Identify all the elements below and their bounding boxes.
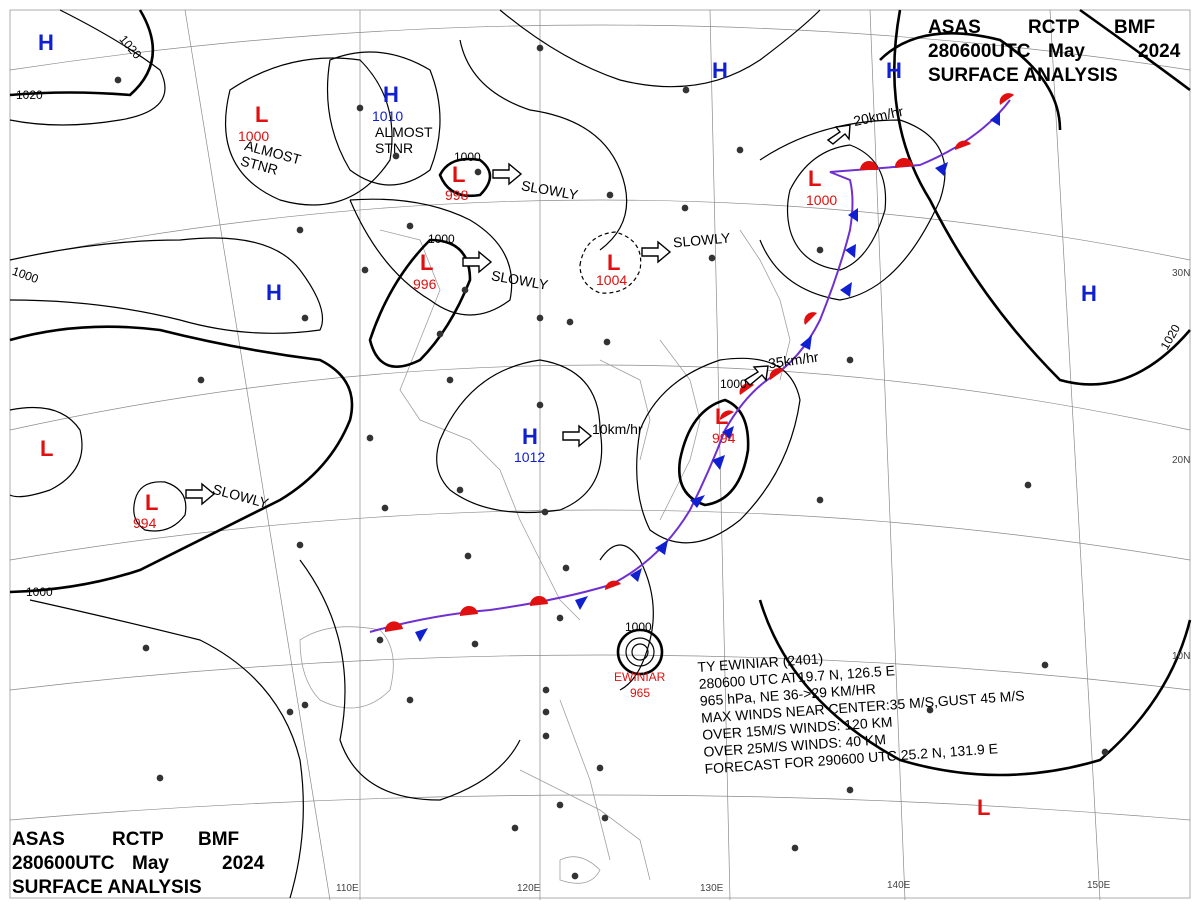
header-code: BMF <box>198 829 240 850</box>
high-center-pressure: 1012 <box>514 449 546 465</box>
typhoon-pressure: 965 <box>630 686 651 700</box>
header-year: 2024 <box>1138 41 1181 62</box>
header-time: 280600UTC <box>928 41 1031 62</box>
high-center-symbol: H <box>712 58 728 83</box>
movement-arrows <box>185 124 851 506</box>
low-center-pressure: 1004 <box>596 272 628 288</box>
fronts <box>369 93 1014 642</box>
low-center-symbol: L <box>420 250 434 275</box>
latitude-label: 20N <box>1172 455 1191 466</box>
isobar-label: 1000 <box>625 620 652 634</box>
header-title: SURFACE ANALYSIS <box>928 65 1118 86</box>
low-center-symbol: L <box>40 436 54 461</box>
isobar-label: 1000 <box>720 377 747 391</box>
high-center-symbol: H <box>266 280 282 305</box>
low-center-symbol: L <box>255 102 269 127</box>
high-center-pressure: 1010 <box>372 108 404 124</box>
low-center-pressure: 994 <box>712 430 736 446</box>
latitude-label: 10N <box>1172 651 1191 662</box>
longitude-label: 120E <box>517 883 541 894</box>
header-station: RCTP <box>112 829 164 850</box>
high-center-symbol: H <box>383 82 399 107</box>
header-code: BMF <box>1114 17 1156 38</box>
low-center-symbol: L <box>607 250 621 275</box>
low-center-pressure: 996 <box>413 276 437 292</box>
isobars <box>9 8 1192 899</box>
movement-label: 10km/hr <box>592 421 643 437</box>
isobar-label: 1000 <box>428 232 455 246</box>
header-agency: ASAS <box>928 17 981 38</box>
header-bottom: ASAS RCTP BMF 280600UTC May 2024 SURFACE… <box>12 828 264 900</box>
isobar-label: 1020 <box>16 88 43 102</box>
header-top: ASAS RCTP BMF 280600UTC May 2024 SURFACE… <box>928 16 1180 88</box>
longitude-label: 130E <box>700 883 724 894</box>
typhoon-info-box: TY EWINIAR (2401) 280600 UTC AT19.7 N, 1… <box>697 636 1029 777</box>
isobar-label: 1000 <box>454 150 481 164</box>
longitude-label: 110E <box>336 883 359 894</box>
high-center-symbol: H <box>38 30 54 55</box>
header-month: May <box>132 853 169 874</box>
low-center-symbol: L <box>808 166 822 191</box>
station-plots <box>114 44 1109 880</box>
header-month: May <box>1048 41 1085 62</box>
low-center-pressure: 994 <box>133 515 157 531</box>
header-station: RCTP <box>1028 17 1080 38</box>
low-center-symbol: L <box>715 404 729 429</box>
high-center-symbol: H <box>522 424 538 449</box>
longitude-label: 140E <box>887 880 911 891</box>
header-agency: ASAS <box>12 829 65 850</box>
low-center-symbol: L <box>452 162 466 187</box>
high-center-symbol: H <box>886 58 902 83</box>
header-title: SURFACE ANALYSIS <box>12 877 202 898</box>
header-time: 280600UTC <box>12 853 115 874</box>
header-year: 2024 <box>222 853 265 874</box>
low-center-pressure: 1000 <box>238 128 270 144</box>
low-center-pressure: 1000 <box>806 192 838 208</box>
low-center-symbol: L <box>977 795 991 820</box>
longitude-label: 150E <box>1087 880 1111 891</box>
latitude-label: 30N <box>1172 268 1191 279</box>
low-center-pressure: 998 <box>445 187 469 203</box>
movement-label: ALMOST STNR <box>375 124 433 156</box>
isobar-label: 1000 <box>26 585 53 599</box>
high-center-symbol: H <box>1081 281 1097 306</box>
low-center-symbol: L <box>145 490 159 515</box>
graticule <box>9 9 1191 901</box>
typhoon-name: EWINIAR <box>614 670 666 684</box>
